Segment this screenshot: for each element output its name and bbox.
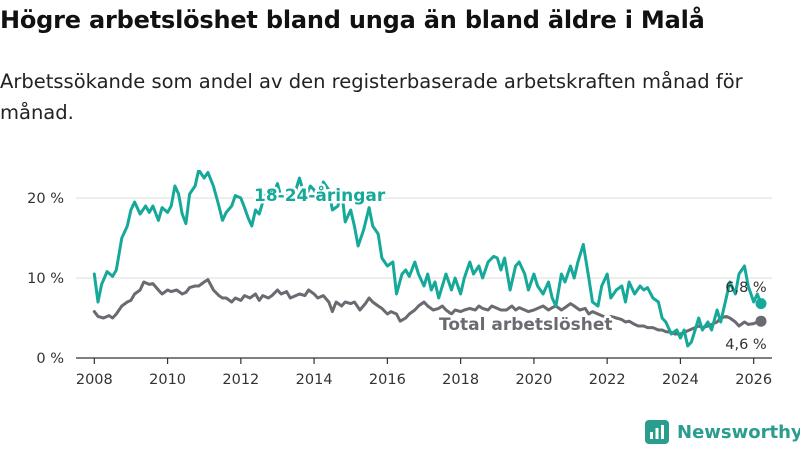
brand-logo: Newsworthy <box>645 420 800 444</box>
x-tick-label: 2012 <box>222 372 259 388</box>
series-label-youth-halo: 18-24-åringar <box>254 184 386 206</box>
end-label-youth: 6,8 % <box>725 280 766 296</box>
series-label-total-halo: Total arbetslöshet <box>439 315 613 335</box>
x-tick-label: 2022 <box>589 372 626 388</box>
series-line-total <box>92 278 763 336</box>
newsworthy-logo-icon <box>645 420 669 444</box>
x-tick-label: 2008 <box>76 372 113 388</box>
end-point-youth <box>755 298 767 310</box>
x-tick-label: 2010 <box>149 372 186 388</box>
chart-title: Högre arbetslöshet bland unga än bland ä… <box>0 6 705 34</box>
end-label-total: 4,6 % <box>725 337 766 353</box>
x-tick-label: 2020 <box>515 372 552 388</box>
end-point-total <box>755 315 767 327</box>
y-tick-label: 0 % <box>36 351 64 367</box>
y-tick-label: 10 % <box>27 271 64 287</box>
brand-name: Newsworthy <box>677 421 800 443</box>
x-tick-label: 2016 <box>369 372 406 388</box>
y-tick-label: 20 % <box>27 191 64 207</box>
series-line-youth <box>92 170 763 348</box>
series-label-total: Total arbetslöshet <box>439 315 613 335</box>
x-tick-label: 2014 <box>296 372 333 388</box>
x-tick-label: 2018 <box>442 372 479 388</box>
chart-subtitle: Arbetssökande som andel av den registerb… <box>0 70 743 124</box>
x-tick-label: 2026 <box>735 372 772 388</box>
line-chart: 0 % 10 % 20 % 2008 2010 2012 2014 2016 2018 2020 2… <box>27 170 772 388</box>
series-label-youth: 18-24-åringar <box>254 184 386 206</box>
x-tick-label: 2024 <box>662 372 699 388</box>
